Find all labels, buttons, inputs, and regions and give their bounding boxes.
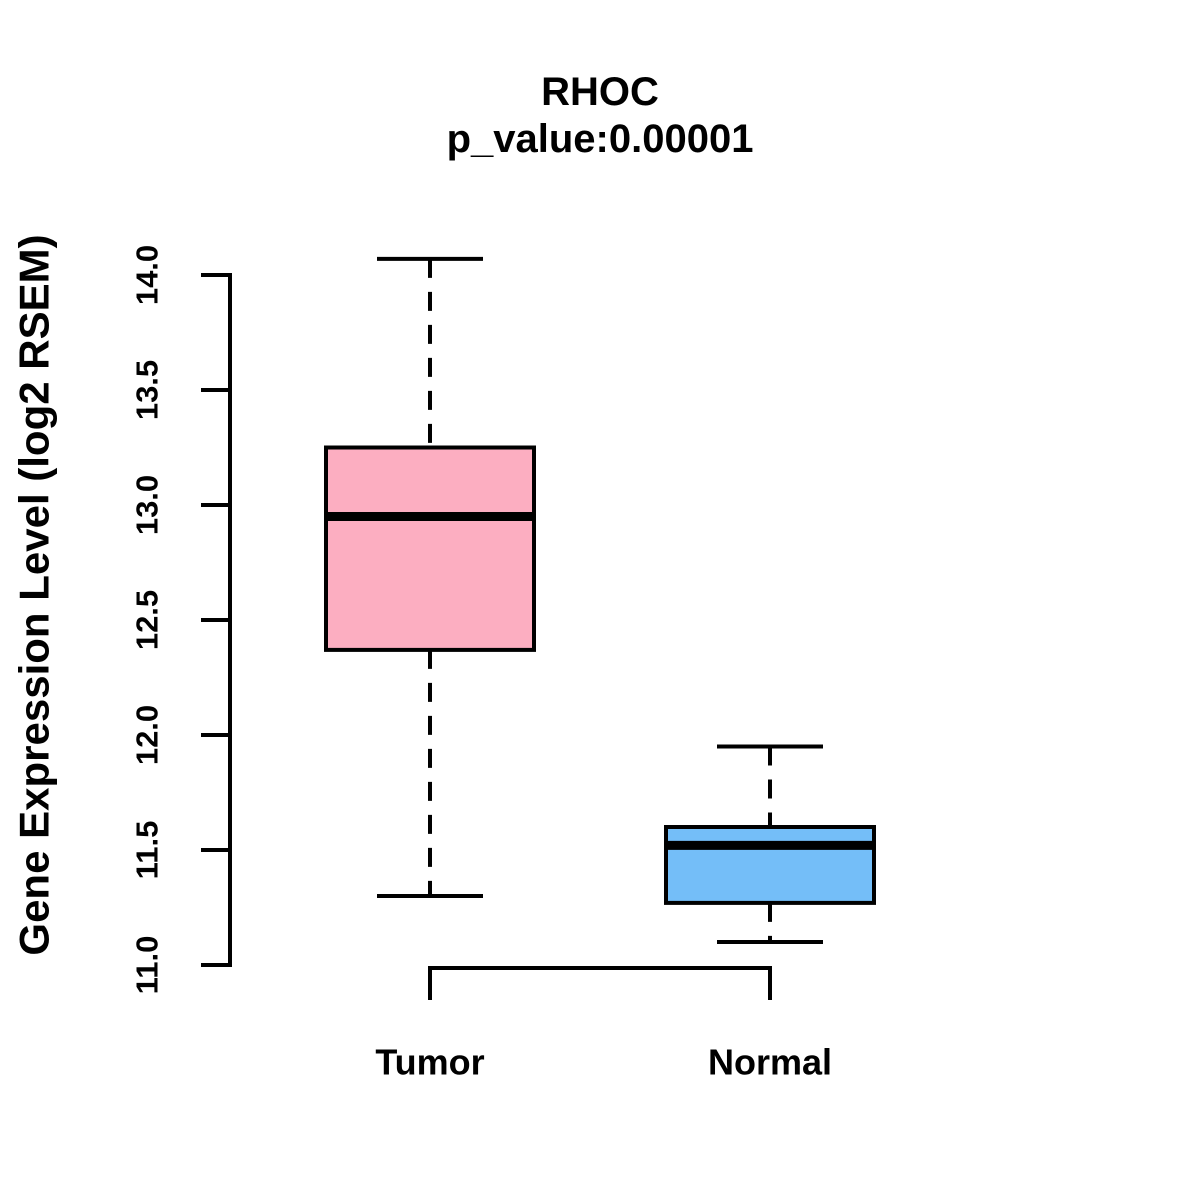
normal-boxplot — [664, 744, 876, 944]
y-tick-label: 14.0 — [130, 245, 165, 305]
boxplots — [324, 256, 876, 944]
tumor-boxplot — [324, 256, 536, 898]
tumor-iqr-box — [324, 445, 536, 652]
category-label-normal: Normal — [708, 1042, 832, 1083]
y-tick-label: 12.5 — [130, 590, 165, 650]
chart-title: RHOC — [541, 70, 659, 114]
y-tick-label: 12.0 — [130, 705, 165, 765]
y-tick-label: 13.0 — [130, 475, 165, 535]
x-axis: Tumor Normal — [375, 966, 832, 1083]
y-tick-label: 13.5 — [130, 360, 165, 420]
category-label-tumor: Tumor — [375, 1042, 484, 1083]
chart-subtitle: p_value:0.00001 — [447, 117, 754, 161]
y-axis-label: Gene Expression Level (log2 RSEM) — [11, 234, 58, 955]
y-tick-label: 11.0 — [130, 936, 165, 995]
y-axis: 11.0 11.5 12.0 12.5 13.0 13.5 14.0 — [130, 245, 232, 995]
normal-iqr-box — [664, 825, 876, 905]
x-axis-bracket — [428, 966, 772, 1000]
y-tick-label: 11.5 — [130, 821, 165, 880]
